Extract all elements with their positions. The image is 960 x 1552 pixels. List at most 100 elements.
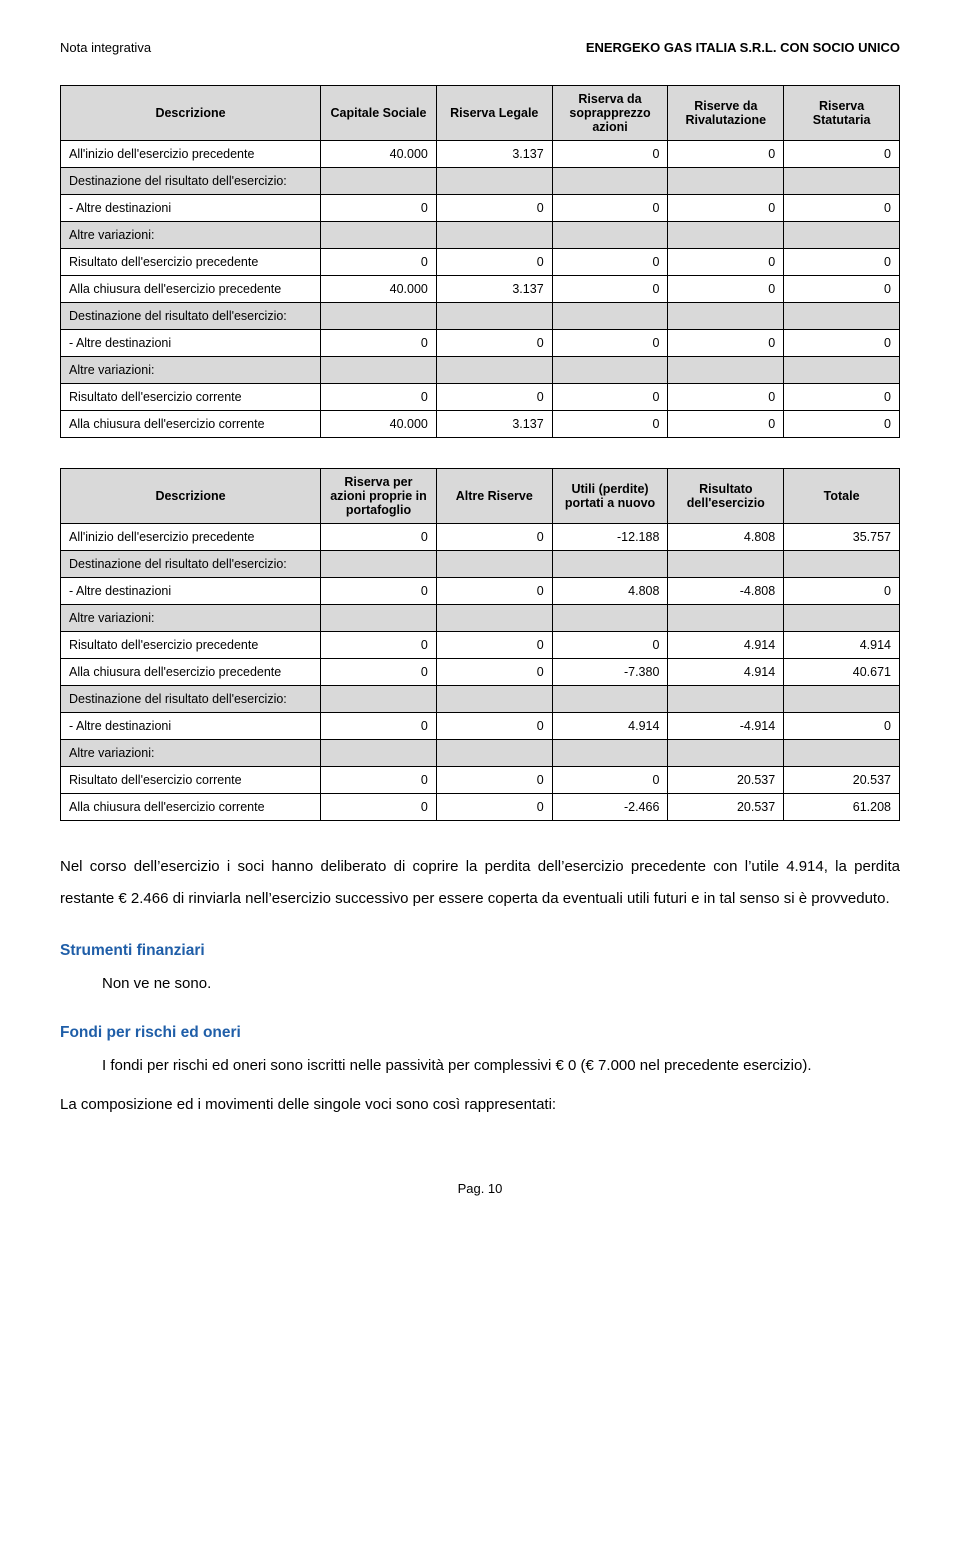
row-value [784,222,900,249]
row-value: 61.208 [784,794,900,821]
row-value: 0 [321,659,437,686]
row-value: 4.914 [552,713,668,740]
row-value: 0 [436,249,552,276]
table-row: Risultato dell'esercizio corrente00020.5… [61,767,900,794]
row-value: 0 [668,384,784,411]
row-value: 20.537 [668,767,784,794]
row-value: 3.137 [436,276,552,303]
row-value: 0 [321,524,437,551]
row-value [436,168,552,195]
row-value: 4.808 [668,524,784,551]
table-row: Altre variazioni: [61,605,900,632]
row-value: 20.537 [784,767,900,794]
row-value: 3.137 [436,141,552,168]
table-row: Destinazione del risultato dell'esercizi… [61,168,900,195]
row-value: 0 [436,330,552,357]
row-value: 40.671 [784,659,900,686]
equity-movements-table-1: DescrizioneCapitale SocialeRiserva Legal… [60,85,900,438]
row-value [668,686,784,713]
row-value [436,357,552,384]
row-value: 0 [668,141,784,168]
row-label: Risultato dell'esercizio precedente [61,249,321,276]
table-1-body: All'inizio dell'esercizio precedente40.0… [61,141,900,438]
row-value [321,551,437,578]
row-value [784,357,900,384]
row-value: 0 [668,249,784,276]
row-value: 0 [668,195,784,222]
row-value [436,222,552,249]
row-label: Altre variazioni: [61,222,321,249]
row-value [321,222,437,249]
row-value [668,168,784,195]
row-label: Alla chiusura dell'esercizio precedente [61,276,321,303]
table-2-body: All'inizio dell'esercizio precedente00-1… [61,524,900,821]
table-row: Alla chiusura dell'esercizio precedente4… [61,276,900,303]
row-value: 40.000 [321,141,437,168]
row-value: 0 [436,384,552,411]
row-value: 0 [321,578,437,605]
row-value [784,686,900,713]
row-value: 0 [321,330,437,357]
table-row: Altre variazioni: [61,740,900,767]
row-label: Destinazione del risultato dell'esercizi… [61,303,321,330]
row-label: Risultato dell'esercizio corrente [61,384,321,411]
column-header: Totale [784,469,900,524]
row-label: Destinazione del risultato dell'esercizi… [61,168,321,195]
row-value: 0 [321,632,437,659]
row-value: 0 [552,195,668,222]
row-value: 0 [552,330,668,357]
row-value [552,605,668,632]
row-value: 0 [552,384,668,411]
table-row: Risultato dell'esercizio precedente00000 [61,249,900,276]
row-label: - Altre destinazioni [61,578,321,605]
column-header: Riserva Legale [436,86,552,141]
row-value: 0 [784,330,900,357]
row-value [436,303,552,330]
row-value: -4.914 [668,713,784,740]
row-label: Risultato dell'esercizio corrente [61,767,321,794]
table-row: Risultato dell'esercizio corrente00000 [61,384,900,411]
row-value [668,222,784,249]
section-strumenti-title: Strumenti finanziari [60,942,900,960]
row-value [552,222,668,249]
row-value: 0 [436,632,552,659]
page-footer: Pag. 10 [60,1181,900,1196]
row-value: 0 [436,767,552,794]
row-value [784,168,900,195]
table-row: All'inizio dell'esercizio precedente40.0… [61,141,900,168]
row-value: 0 [552,141,668,168]
row-value: 0 [668,276,784,303]
explanatory-paragraph: Nel corso dell’esercizio i soci hanno de… [60,851,900,914]
column-header: Risultato dell'esercizio [668,469,784,524]
row-value [552,168,668,195]
row-value: 4.914 [668,632,784,659]
row-value: 4.914 [784,632,900,659]
row-value: -7.380 [552,659,668,686]
column-header: Descrizione [61,469,321,524]
row-value [784,551,900,578]
row-value: 0 [784,384,900,411]
row-value: 0 [321,195,437,222]
row-value: 0 [552,632,668,659]
row-value: 0 [784,249,900,276]
row-value: -4.808 [668,578,784,605]
row-label: - Altre destinazioni [61,713,321,740]
column-header: Capitale Sociale [321,86,437,141]
table-row: Alla chiusura dell'esercizio precedente0… [61,659,900,686]
row-value: 0 [552,767,668,794]
row-label: - Altre destinazioni [61,330,321,357]
row-value: 4.808 [552,578,668,605]
row-value: 0 [436,524,552,551]
row-value: 0 [784,141,900,168]
row-value [552,551,668,578]
section-fondi-text-1: I fondi per rischi ed oneri sono iscritt… [60,1050,900,1082]
row-value [321,168,437,195]
row-value: 40.000 [321,276,437,303]
row-value: 0 [321,384,437,411]
row-value: 0 [784,713,900,740]
row-label: Alla chiusura dell'esercizio corrente [61,794,321,821]
row-value: 0 [436,195,552,222]
page-header: Nota integrativa ENERGEKO GAS ITALIA S.R… [60,40,900,55]
row-value [321,357,437,384]
row-value: 0 [321,767,437,794]
